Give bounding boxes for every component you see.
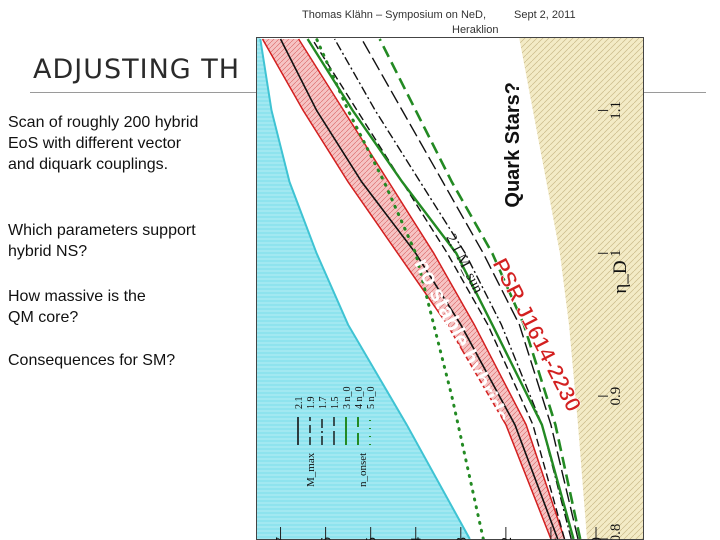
psr-band-lower-edge	[297, 38, 566, 540]
series-line-7	[315, 37, 485, 540]
y-tick-label: 0.7	[274, 537, 290, 540]
slide-title: ADJUSTING TH	[33, 54, 241, 85]
bullet-consequences: Consequences for SM?	[8, 352, 176, 369]
header-author: Thomas Klähn – Symposium on NeD,	[302, 9, 487, 21]
legend-label: 5 n_0	[366, 387, 377, 410]
no-stable-hybrids-region	[256, 37, 470, 540]
legend-group-label: n_onset	[357, 453, 369, 487]
legend-label: 2.1	[294, 397, 305, 410]
series-line-4	[361, 38, 579, 540]
series-line-6	[378, 38, 582, 540]
y-tick-label: 0.6	[319, 537, 335, 540]
psr-band-upper-edge	[261, 38, 552, 540]
header-venue: Heraklion	[452, 24, 499, 36]
y-tick-label: 0	[589, 537, 605, 540]
bullet-core-mass: How massive is the QM core?	[8, 288, 146, 326]
no-stable-hybrids-border	[259, 38, 471, 540]
x-tick-label: 0.9	[608, 387, 624, 406]
x-tick-label: 1	[608, 250, 624, 257]
legend-label: 1.9	[306, 397, 317, 410]
quark-stars-label: Quark Stars?	[502, 82, 524, 208]
legend-label: 3 n_0	[342, 387, 353, 410]
y-tick-label: 0.5	[364, 537, 380, 540]
legend-label: 4 n_0	[354, 387, 365, 410]
hybrid-eos-chart: 0.8 0.9 1 1.1 η_D 0 0.1 0.2 0.3 0.4 0.5 0.6 0.7 Quark…	[256, 37, 644, 540]
legend-label: 1.7	[318, 397, 329, 410]
y-tick-label: 0.2	[499, 537, 515, 540]
legend-group-label: M_max	[305, 452, 317, 487]
series-line-1	[279, 38, 559, 540]
x-axis-label: η_D	[610, 260, 631, 293]
psr-band	[262, 39, 565, 539]
x-tick-label: 0.8	[608, 524, 624, 540]
y-tick-label: 0.4	[409, 537, 425, 540]
x-tick-label: 1.1	[608, 101, 624, 120]
bullet-scan: Scan of roughly 200 hybrid EoS with diff…	[8, 114, 199, 173]
y-tick-label: 0.3	[454, 537, 470, 540]
y-tick-label: 0.1	[544, 537, 560, 540]
bullet-parameters: Which parameters support hybrid NS?	[8, 222, 196, 260]
series-line-5	[306, 38, 575, 540]
header-date: Sept 2, 2011	[514, 9, 576, 21]
legend-label: 1.5	[330, 397, 341, 410]
quark-stars-region	[519, 37, 644, 540]
